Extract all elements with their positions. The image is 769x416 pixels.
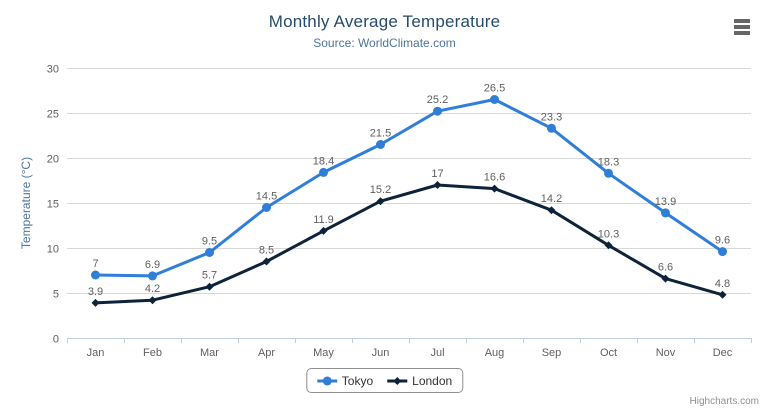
svg-text:11.9: 11.9	[313, 214, 334, 226]
svg-text:20: 20	[47, 154, 59, 166]
svg-text:18.4: 18.4	[313, 155, 334, 167]
svg-text:9.5: 9.5	[202, 236, 217, 248]
svg-text:15: 15	[47, 199, 59, 211]
hamburger-icon	[734, 25, 750, 29]
svg-text:Nov: Nov	[656, 347, 676, 359]
svg-text:Mar: Mar	[200, 347, 219, 359]
svg-text:6.6: 6.6	[658, 262, 673, 274]
svg-text:Feb: Feb	[143, 347, 162, 359]
svg-text:Sep: Sep	[542, 347, 562, 359]
legend-label-tokyo: Tokyo	[341, 373, 374, 388]
svg-text:26.5: 26.5	[484, 83, 505, 95]
chart-subtitle: Source: WorldClimate.com	[313, 36, 456, 50]
svg-text:3.9: 3.9	[88, 286, 103, 298]
svg-text:May: May	[313, 347, 334, 359]
svg-text:Dec: Dec	[713, 347, 733, 359]
chart-title: Monthly Average Temperature	[268, 12, 501, 31]
legend-item-london[interactable]: London	[387, 374, 452, 388]
svg-text:14.5: 14.5	[256, 191, 277, 203]
svg-text:23.3: 23.3	[541, 111, 562, 123]
svg-text:15.2: 15.2	[370, 184, 391, 196]
svg-text:30: 30	[47, 64, 59, 76]
svg-text:13.9: 13.9	[655, 196, 676, 208]
svg-text:25: 25	[47, 109, 59, 121]
svg-text:9.6: 9.6	[715, 235, 730, 247]
svg-text:5.7: 5.7	[202, 270, 217, 282]
credits-link[interactable]: Highcharts.com	[689, 396, 759, 407]
svg-text:25.2: 25.2	[427, 94, 448, 106]
svg-text:4.2: 4.2	[145, 283, 160, 295]
tokyo-series-marker-icon	[316, 376, 337, 385]
legend-label-london: London	[412, 373, 453, 388]
svg-text:Jun: Jun	[372, 347, 390, 359]
svg-text:16.6: 16.6	[484, 172, 505, 184]
svg-text:14.2: 14.2	[541, 193, 562, 205]
svg-text:10: 10	[47, 244, 59, 256]
legend: Tokyo London	[305, 368, 464, 393]
london-series-marker-icon	[387, 376, 408, 385]
svg-text:Aug: Aug	[485, 347, 505, 359]
svg-text:Jan: Jan	[87, 347, 105, 359]
hamburger-icon	[734, 31, 750, 35]
svg-text:7: 7	[92, 258, 98, 270]
legend-item-tokyo[interactable]: Tokyo	[316, 373, 374, 388]
svg-text:Jul: Jul	[430, 347, 444, 359]
svg-text:21.5: 21.5	[370, 128, 391, 140]
svg-text:0: 0	[53, 334, 59, 346]
svg-text:Apr: Apr	[258, 347, 275, 359]
svg-text:Oct: Oct	[600, 347, 617, 359]
svg-text:8.5: 8.5	[259, 245, 274, 257]
svg-text:18.3: 18.3	[598, 156, 619, 168]
svg-text:10.3: 10.3	[598, 228, 619, 240]
svg-text:4.8: 4.8	[715, 278, 730, 290]
hamburger-icon	[734, 19, 750, 23]
svg-text:6.9: 6.9	[145, 259, 160, 271]
svg-text:5: 5	[53, 289, 59, 301]
export-menu-button[interactable]	[729, 16, 755, 38]
svg-text:17: 17	[431, 168, 443, 180]
